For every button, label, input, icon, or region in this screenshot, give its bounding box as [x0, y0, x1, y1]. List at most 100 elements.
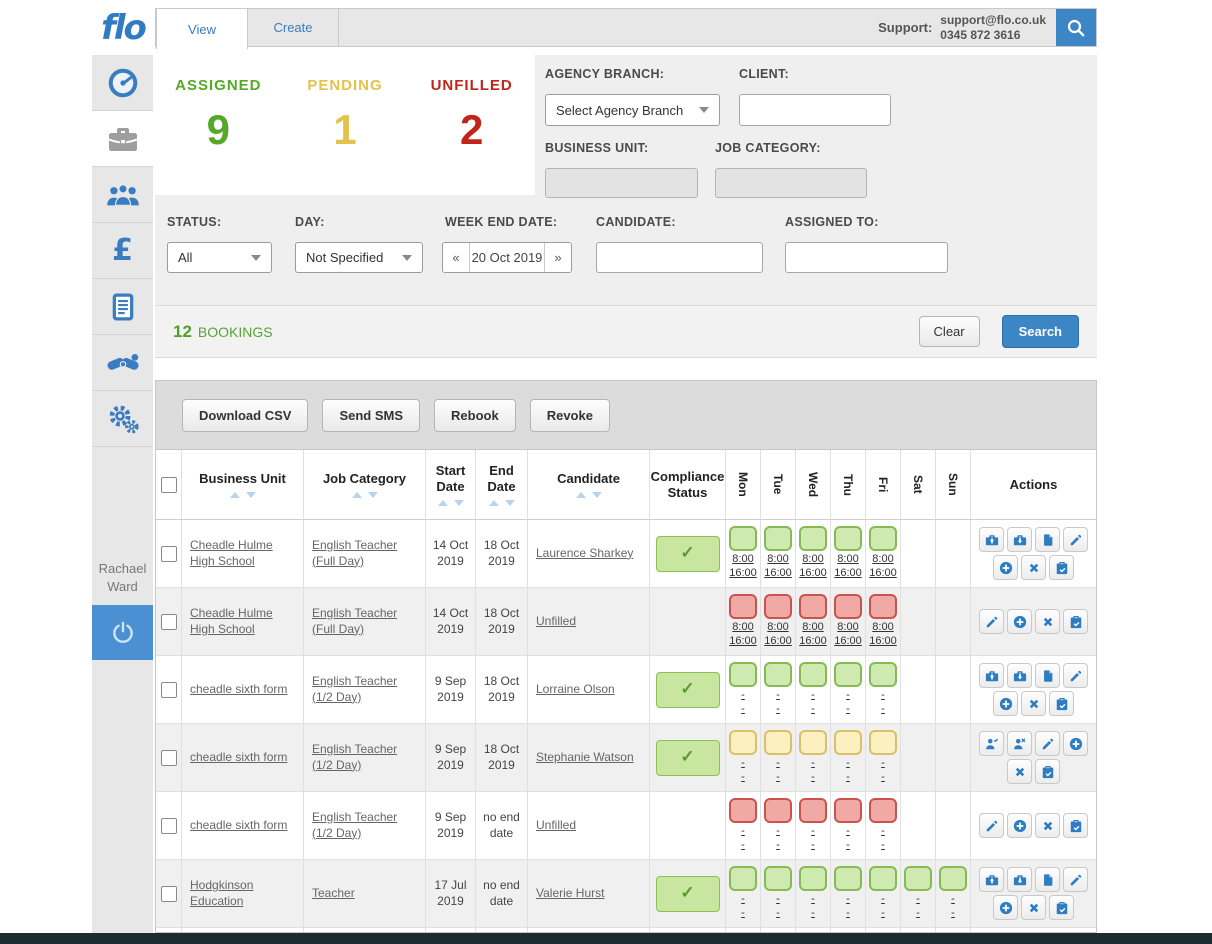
shift-slot-green[interactable] [764, 526, 792, 552]
row-checkbox[interactable] [160, 681, 177, 698]
shift-slot-green[interactable] [764, 866, 792, 892]
business-unit-input[interactable] [545, 168, 698, 198]
shift-time-link[interactable]: 8:00 [802, 553, 824, 566]
sort-icons[interactable] [437, 500, 464, 507]
edit-button[interactable] [1035, 731, 1060, 756]
tab-create[interactable]: Create [248, 9, 339, 46]
shift-time-link[interactable]: - [881, 703, 885, 715]
cancel-button[interactable] [1035, 813, 1060, 838]
shift-time-link[interactable]: - [846, 839, 850, 851]
shift-time-link[interactable]: 16:00 [869, 567, 897, 579]
shift-time-link[interactable]: - [846, 893, 850, 906]
shift-slot-green[interactable] [834, 662, 862, 688]
person-check-button[interactable] [979, 731, 1004, 756]
add-button[interactable] [993, 895, 1018, 920]
briefcase-down-button[interactable] [1007, 527, 1032, 552]
shift-time-link[interactable]: - [881, 893, 885, 906]
send-sms-button[interactable]: Send SMS [322, 398, 421, 432]
candidate-link[interactable]: Laurence Sharkey [536, 545, 634, 560]
row-checkbox[interactable] [160, 613, 177, 630]
sidebar-item-dashboard[interactable] [92, 55, 153, 111]
briefcase-down-button[interactable] [1007, 867, 1032, 892]
col-job-category[interactable]: Job Category [304, 450, 426, 519]
job-category-link[interactable]: Teacher [312, 885, 355, 900]
clear-button[interactable]: Clear [918, 316, 980, 347]
shift-time-link[interactable]: - [811, 839, 815, 851]
edit-button[interactable] [979, 813, 1004, 838]
shift-time-link[interactable]: 16:00 [729, 567, 757, 579]
shift-time-link[interactable]: - [776, 825, 780, 838]
shift-time-link[interactable]: - [741, 771, 745, 783]
shift-time-link[interactable]: 8:00 [767, 553, 789, 566]
candidate-link[interactable]: Lorraine Olson [536, 681, 615, 696]
revoke-button[interactable]: Revoke [529, 398, 610, 432]
briefcase-up-button[interactable] [979, 527, 1004, 552]
week-end-date-value[interactable]: 20 Oct 2019 [469, 243, 545, 272]
shift-time-link[interactable]: - [741, 839, 745, 851]
agency-branch-select[interactable]: Select Agency Branch [545, 94, 720, 126]
shift-time-link[interactable]: - [811, 825, 815, 838]
shift-time-link[interactable]: - [776, 689, 780, 702]
add-button[interactable] [993, 691, 1018, 716]
search-button[interactable] [1056, 9, 1096, 46]
shift-slot-green[interactable] [834, 526, 862, 552]
job-category-link[interactable]: English Teacher (1/2 Day) [312, 673, 398, 704]
shift-time-link[interactable]: - [846, 703, 850, 715]
shift-time-link[interactable]: - [776, 771, 780, 783]
shift-slot-yellow[interactable] [869, 730, 897, 756]
shift-time-link[interactable]: - [846, 771, 850, 783]
clipboard-check-button[interactable] [1049, 895, 1074, 920]
shift-time-link[interactable]: - [916, 907, 920, 919]
add-button[interactable] [1007, 813, 1032, 838]
cancel-button[interactable] [1021, 895, 1046, 920]
sort-icons[interactable] [351, 492, 378, 499]
clipboard-check-button[interactable] [1035, 759, 1060, 784]
shift-time-link[interactable]: - [846, 907, 850, 919]
shift-time-link[interactable]: - [881, 825, 885, 838]
shift-slot-red[interactable] [764, 594, 792, 620]
day-select[interactable]: Not Specified [295, 242, 423, 273]
shift-time-link[interactable]: 16:00 [869, 635, 897, 647]
shift-time-link[interactable]: 8:00 [837, 621, 859, 634]
shift-time-link[interactable]: - [741, 825, 745, 838]
cancel-button[interactable] [1021, 691, 1046, 716]
shift-time-link[interactable]: - [811, 907, 815, 919]
job-category-link[interactable]: English Teacher (Full Day) [312, 537, 398, 568]
briefcase-up-button[interactable] [979, 663, 1004, 688]
clipboard-check-button[interactable] [1049, 555, 1074, 580]
business-unit-link[interactable]: Cheadle Hulme High School [190, 537, 273, 568]
shift-time-link[interactable]: 8:00 [802, 621, 824, 634]
shift-slot-green[interactable] [729, 526, 757, 552]
sort-icons[interactable] [488, 500, 515, 507]
shift-slot-green[interactable] [729, 866, 757, 892]
shift-slot-green[interactable] [869, 526, 897, 552]
shift-time-link[interactable]: - [741, 689, 745, 702]
col-candidate[interactable]: Candidate [528, 450, 650, 519]
candidate-link[interactable]: Unfilled [536, 817, 577, 832]
shift-time-link[interactable]: - [811, 893, 815, 906]
briefcase-up-button[interactable] [979, 867, 1004, 892]
business-unit-link[interactable]: cheadle sixth form [190, 817, 288, 832]
candidate-link[interactable]: Stephanie Watson [536, 749, 634, 764]
clipboard-check-button[interactable] [1063, 609, 1088, 634]
sidebar-item-candidates[interactable] [92, 167, 153, 223]
col-business-unit[interactable]: Business Unit [182, 450, 304, 519]
row-checkbox[interactable] [160, 545, 177, 562]
shift-slot-green[interactable] [729, 662, 757, 688]
job-category-link[interactable]: English Teacher (Full Day) [312, 605, 398, 636]
shift-slot-red[interactable] [799, 798, 827, 824]
sidebar-item-bookings[interactable] [92, 111, 153, 167]
shift-time-link[interactable]: 16:00 [729, 635, 757, 647]
shift-slot-yellow[interactable] [729, 730, 757, 756]
job-category-link[interactable]: English Teacher (1/2 Day) [312, 741, 398, 772]
add-button[interactable] [993, 555, 1018, 580]
row-checkbox[interactable] [160, 885, 177, 902]
shift-time-link[interactable]: - [776, 893, 780, 906]
shift-slot-red[interactable] [799, 594, 827, 620]
shift-slot-red[interactable] [729, 798, 757, 824]
shift-time-link[interactable]: - [846, 757, 850, 770]
edit-button[interactable] [1063, 663, 1088, 688]
briefcase-down-button[interactable] [1007, 663, 1032, 688]
candidate-link[interactable]: Valerie Hurst [536, 885, 605, 900]
job-category-link[interactable]: English Teacher (1/2 Day) [312, 809, 398, 840]
